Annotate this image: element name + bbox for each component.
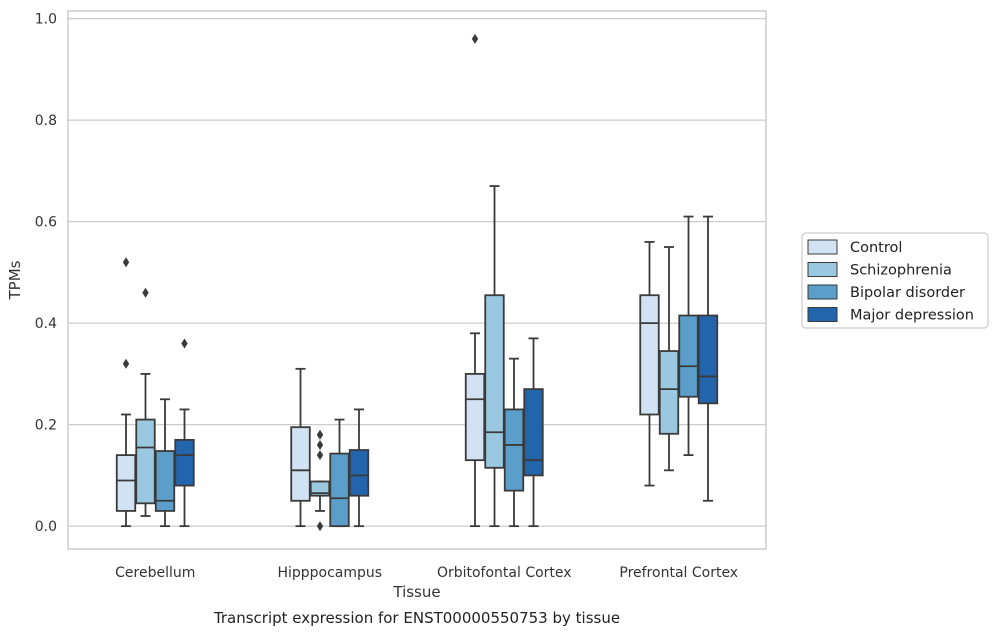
y-axis-ticks: 0.0 0.2 0.4 0.6 0.8 1.0 xyxy=(35,12,57,536)
box-iqr xyxy=(115,454,137,512)
legend: Control Schizophrenia Bipolar disorder Majo… xyxy=(801,232,989,329)
box-control xyxy=(639,241,660,487)
legend-label: Major depression xyxy=(850,308,974,324)
box-iqr xyxy=(290,426,311,502)
box-control xyxy=(464,33,486,528)
legend-label: Bipolar disorder xyxy=(850,285,965,301)
legend-frame xyxy=(801,232,989,329)
y-tick-label: 0.0 xyxy=(35,519,57,535)
box-iqr xyxy=(484,294,505,469)
box-schizophrenia xyxy=(309,429,331,532)
box-major-depression xyxy=(348,408,370,528)
box-schizophrenia xyxy=(135,287,156,517)
box-major-depression xyxy=(697,215,719,502)
box-control xyxy=(115,257,137,528)
box-iqr xyxy=(309,480,331,497)
x-tick-label: Cerebellum xyxy=(115,565,195,581)
box-iqr xyxy=(464,372,486,462)
chart-caption: Transcript expression for ENST0000055075… xyxy=(213,609,620,627)
x-axis-label: Tissue xyxy=(392,583,440,601)
outlier-point xyxy=(316,429,324,440)
box-iqr xyxy=(678,314,699,398)
y-tick-label: 1.0 xyxy=(35,12,57,28)
outlier-point xyxy=(181,338,188,349)
y-tick-label: 0.8 xyxy=(35,113,57,129)
box-iqr xyxy=(348,449,370,497)
box-iqr xyxy=(523,388,544,477)
outlier-point xyxy=(316,439,324,450)
legend-swatch xyxy=(807,239,838,255)
box-schizophrenia xyxy=(658,246,680,472)
box-major-depression xyxy=(174,338,195,528)
outlier-point xyxy=(122,257,130,268)
box-bipolar-disorder xyxy=(329,418,350,528)
x-tick-label: Prefrontal Cortex xyxy=(619,565,738,581)
box-bipolar-disorder xyxy=(503,357,525,528)
box-iqr xyxy=(174,438,195,487)
box-iqr xyxy=(329,452,350,528)
box-iqr xyxy=(503,408,525,492)
box-iqr xyxy=(154,450,176,512)
legend-swatch xyxy=(807,307,838,322)
box-bipolar-disorder xyxy=(678,215,699,457)
y-tick-label: 0.2 xyxy=(35,418,57,434)
outlier-point xyxy=(316,450,324,461)
box-schizophrenia xyxy=(484,185,505,528)
plot-frame xyxy=(67,10,767,550)
box-control xyxy=(290,367,311,528)
y-tick-label: 0.4 xyxy=(35,316,57,332)
x-tick-label: Orbitofontal Cortex xyxy=(437,565,572,581)
box-iqr xyxy=(639,294,660,416)
y-tick-label: 0.6 xyxy=(35,215,57,231)
boxes-layer xyxy=(115,33,719,532)
outlier-point xyxy=(122,358,130,369)
legend-label: Schizophrenia xyxy=(850,263,952,279)
box-iqr xyxy=(697,314,719,405)
outlier-point xyxy=(471,33,479,44)
x-tick-label: Hipppocampus xyxy=(277,565,382,581)
box-iqr xyxy=(135,418,156,505)
legend-swatch xyxy=(807,262,838,277)
box-major-depression xyxy=(523,337,544,528)
y-axis-label: TPMs xyxy=(6,260,24,300)
legend-label: Control xyxy=(850,240,902,256)
outlier-point xyxy=(142,287,149,298)
box-iqr xyxy=(658,350,680,435)
outlier-point xyxy=(316,521,324,532)
box-bipolar-disorder xyxy=(154,398,176,528)
x-axis-ticks: Cerebellum Hipppocampus Orbitofontal Corte… xyxy=(115,565,738,581)
gridlines xyxy=(68,18,766,527)
legend-swatch xyxy=(807,284,838,300)
